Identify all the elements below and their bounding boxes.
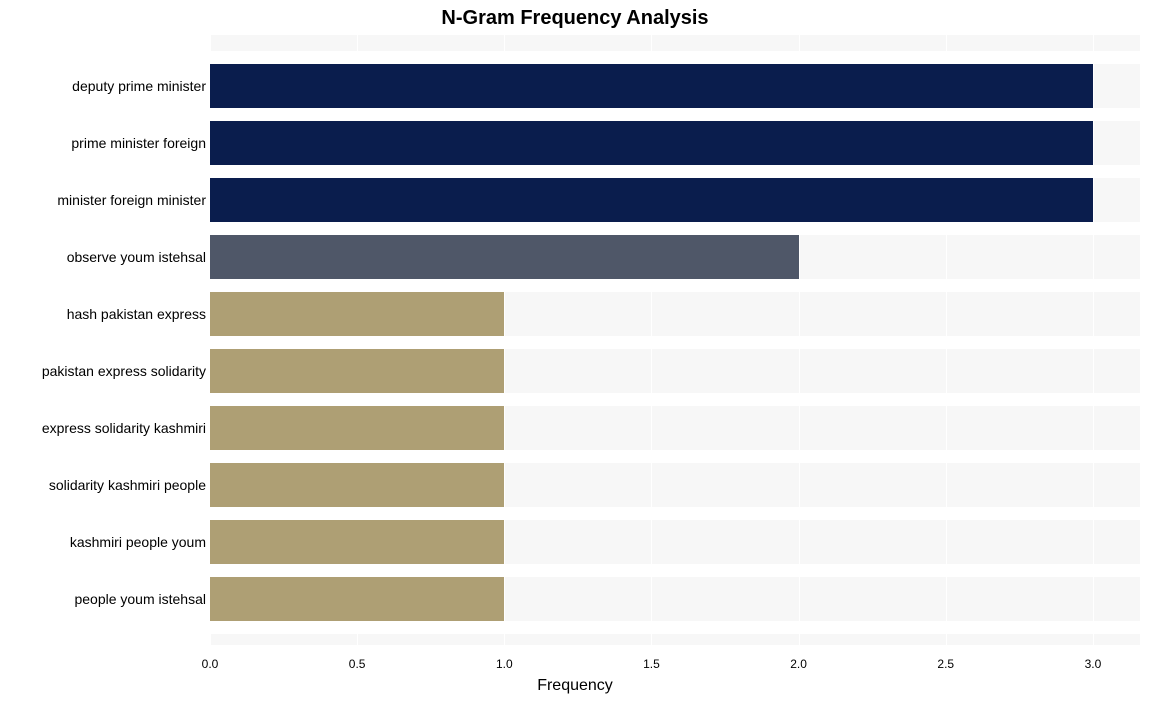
y-tick-label: minister foreign minister — [57, 192, 206, 208]
row-gap — [210, 507, 1140, 520]
bar — [210, 178, 1093, 222]
x-tick-label: 0.5 — [349, 657, 366, 671]
row-gap — [210, 564, 1140, 577]
x-axis-label: Frequency — [0, 677, 1150, 695]
row-gap — [210, 621, 1140, 634]
bar — [210, 121, 1093, 165]
x-tick-label: 0.0 — [202, 657, 219, 671]
row-gap — [210, 393, 1140, 406]
y-tick-label: observe youm istehsal — [67, 249, 206, 265]
y-tick-label: pakistan express solidarity — [42, 363, 206, 379]
y-tick-label: deputy prime minister — [72, 78, 206, 94]
row-gap — [210, 336, 1140, 349]
y-tick-label: solidarity kashmiri people — [49, 477, 206, 493]
y-tick-label: hash pakistan express — [67, 306, 206, 322]
row-gap — [210, 222, 1140, 235]
bar — [210, 577, 504, 621]
y-tick-label: people youm istehsal — [74, 591, 206, 607]
bar — [210, 406, 504, 450]
y-tick-label: express solidarity kashmiri — [42, 420, 206, 436]
bar — [210, 349, 504, 393]
row-gap — [210, 450, 1140, 463]
x-tick-label: 1.0 — [496, 657, 513, 671]
chart-title: N-Gram Frequency Analysis — [0, 7, 1150, 30]
x-tick-label: 2.5 — [937, 657, 954, 671]
y-tick-label: kashmiri people youm — [70, 534, 206, 550]
chart-plot-area — [210, 35, 1140, 645]
bar — [210, 520, 504, 564]
bar — [210, 463, 504, 507]
row-gap — [210, 51, 1140, 64]
x-tick-label: 1.5 — [643, 657, 660, 671]
row-gap — [210, 108, 1140, 121]
row-gap — [210, 279, 1140, 292]
bar — [210, 235, 799, 279]
row-gap — [210, 165, 1140, 178]
x-tick-label: 2.0 — [790, 657, 807, 671]
bar — [210, 292, 504, 336]
x-tick-label: 3.0 — [1085, 657, 1102, 671]
y-tick-label: prime minister foreign — [71, 135, 206, 151]
bar — [210, 64, 1093, 108]
